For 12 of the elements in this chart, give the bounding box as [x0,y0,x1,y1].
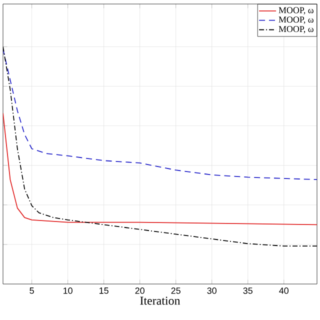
x-tick-label: 30 [207,288,216,294]
x-tick-label: 10 [64,288,72,294]
x-tick-label: 15 [100,288,108,294]
x-tick-label: 5 [30,288,34,294]
legend-label: MOOP, ω [278,26,314,34]
x-tick-label: 25 [171,288,180,294]
x-tick-label: 40 [279,288,289,294]
x-tick-label: 35 [243,288,252,294]
legend-label: MOOP, ω [278,7,314,14]
x-tick-label: 20 [135,288,144,294]
x-axis-title: Iteration [140,296,180,305]
legend-label: MOOP, ω [278,16,314,24]
